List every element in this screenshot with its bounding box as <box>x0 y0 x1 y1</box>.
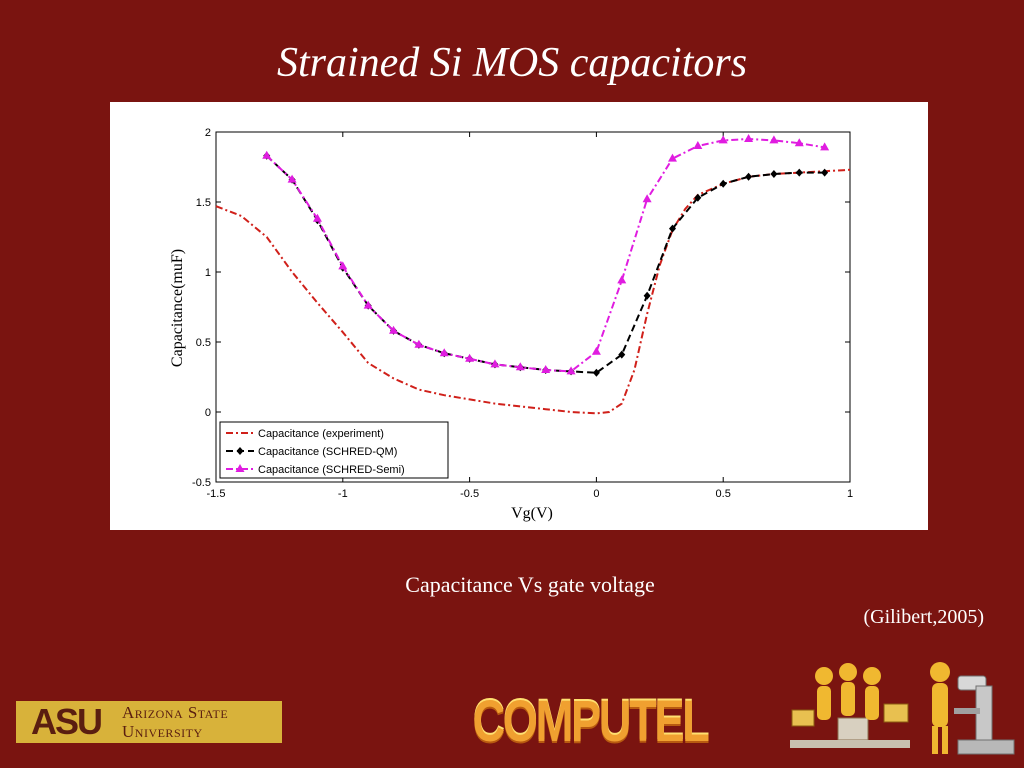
scientist-microscope-figure <box>930 662 1015 755</box>
series-2 <box>262 134 830 375</box>
x-tick-label: 1 <box>847 488 853 500</box>
x-tick-label: -1 <box>338 488 348 500</box>
x-axis-label: Vg(V) <box>511 505 553 522</box>
x-tick-label: 0 <box>593 488 599 500</box>
series-1 <box>263 151 829 377</box>
data-point <box>643 291 651 300</box>
plot-frame <box>215 131 851 483</box>
data-point <box>642 194 652 203</box>
computel-logo: COMPUTEL <box>472 688 709 754</box>
slide-title: Strained Si MOS capacitors <box>276 40 748 86</box>
data-point <box>389 325 399 334</box>
axes: -1.5 -1 -0.5 0 0.5 1 -0.5 0 0.5 1 1.5 2 <box>192 127 853 500</box>
series-line-0 <box>215 168 851 415</box>
data-point <box>821 168 829 177</box>
data-point <box>718 135 728 144</box>
data-point <box>693 141 703 149</box>
asu-name-line1: Arizona State <box>122 703 229 722</box>
legend-marker <box>235 464 245 472</box>
series-line-2 <box>266 137 825 373</box>
data-point <box>541 365 551 373</box>
data-point <box>566 366 576 375</box>
data-point <box>414 339 424 348</box>
data-point <box>694 193 702 202</box>
data-point <box>287 174 297 183</box>
data-point <box>592 368 600 377</box>
data-point <box>719 179 727 188</box>
data-point <box>363 300 373 309</box>
data-point <box>667 153 677 162</box>
data-point <box>794 138 804 147</box>
asu-name: Arizona State University <box>116 701 282 743</box>
data-point <box>795 168 803 177</box>
y-tick-label: 1 <box>205 267 211 279</box>
y-axis-label: Capacitance(muF) <box>169 249 186 367</box>
asu-name-line2: University <box>122 722 203 741</box>
asu-mark: ASU <box>16 701 116 743</box>
y-tick-label: 2 <box>205 127 211 139</box>
x-tick-label: -1.5 <box>207 488 226 500</box>
y-tick-label: -0.5 <box>192 477 211 489</box>
chart-caption: Capacitance Vs gate voltage <box>405 572 655 597</box>
y-tick-label: 0.5 <box>196 337 211 349</box>
data-point <box>617 275 627 284</box>
data-point <box>338 261 348 270</box>
data-point <box>312 213 322 222</box>
legend-label: Capacitance (SCHRED-Semi) <box>258 464 405 476</box>
data-point <box>745 172 753 181</box>
data-point <box>465 353 475 362</box>
x-tick-label: 0.5 <box>716 488 731 500</box>
legend: Capacitance (experiment) Capacitance (SCH… <box>219 421 449 479</box>
data-point <box>769 135 779 144</box>
data-point <box>515 362 525 371</box>
legend-box <box>219 421 449 479</box>
data-point <box>591 346 601 355</box>
team-computers-figure <box>790 663 910 748</box>
chart-panel: -1.5 -1 -0.5 0 0.5 1 -0.5 0 0.5 1 1.5 2 Capacitance… <box>110 102 928 530</box>
legend-label: Capacitance (experiment) <box>258 428 384 440</box>
data-point <box>439 348 449 357</box>
citation: (Gilibert,2005) <box>863 606 984 628</box>
series-lines <box>215 134 851 415</box>
data-point <box>618 350 626 359</box>
data-point <box>744 134 754 142</box>
data-point <box>490 359 500 368</box>
legend-marker <box>236 447 244 455</box>
capacitance-chart: -1.5 -1 -0.5 0 0.5 1 -0.5 0 0.5 1 1.5 2 Capacitance… <box>169 127 853 522</box>
asu-logo: ASU Arizona State University <box>16 700 282 744</box>
series-0 <box>215 168 851 415</box>
data-point <box>668 224 676 233</box>
series-line-1 <box>266 155 825 374</box>
legend-label: Capacitance (SCHRED-QM) <box>258 446 397 458</box>
data-point <box>820 142 830 151</box>
x-tick-label: -0.5 <box>460 488 479 500</box>
data-point <box>770 170 778 178</box>
y-tick-label: 0 <box>205 407 211 419</box>
y-tick-label: 1.5 <box>196 197 211 209</box>
data-point <box>262 150 272 159</box>
